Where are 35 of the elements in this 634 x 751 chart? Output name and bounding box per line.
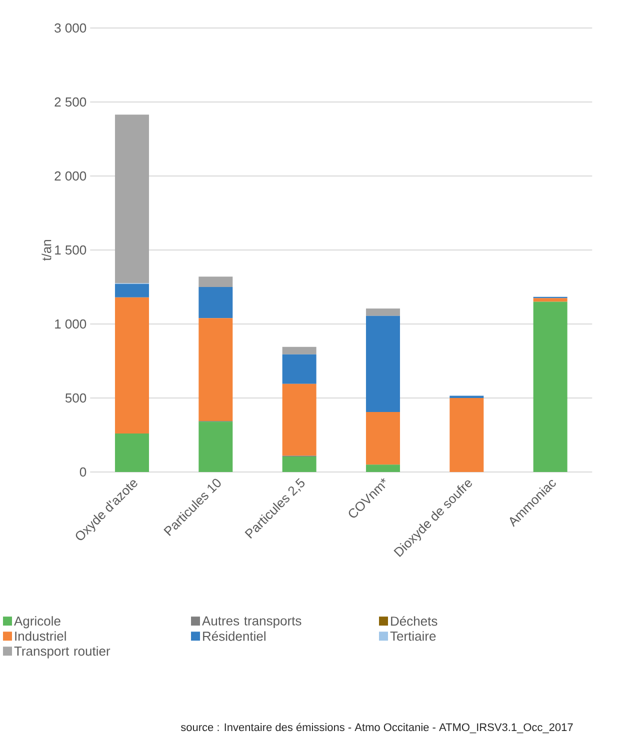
bar (282, 354, 316, 384)
y-tick-label: 0 (80, 467, 86, 477)
bar (450, 398, 484, 472)
bar (114, 114, 149, 284)
bar (366, 412, 400, 465)
bar (366, 316, 400, 412)
legend-label: Industriel (15, 631, 66, 641)
legend-label: Transport routier (14, 646, 110, 658)
y-tick-label: 3 000 (54, 23, 86, 33)
y-axis-title: t/an (42, 240, 52, 261)
bar (198, 276, 233, 287)
bar (282, 346, 316, 354)
bar (114, 297, 149, 434)
bar (198, 286, 233, 318)
bar (114, 284, 149, 298)
legend-label: Résidentiel (203, 631, 266, 641)
legend-label: Déchets (391, 616, 438, 626)
y-tick-label: 2 000 (54, 171, 86, 181)
source-note: source : Inventaire des émissions - Atmo Occitanie - ATMO_IRSV3.1_Occ_2017 (180, 722, 573, 734)
y-tick-label: 1 000 (55, 319, 86, 329)
bar (282, 384, 316, 456)
legend-label: Agricole (14, 616, 60, 628)
bar (198, 422, 233, 472)
bar (282, 456, 316, 472)
bar (533, 302, 568, 472)
bar (114, 434, 149, 472)
legend-label: Tertiaire (390, 631, 436, 641)
bar (366, 308, 400, 316)
y-tick-label: 500 (65, 393, 86, 403)
bar (533, 298, 568, 302)
y-tick-label: 2 500 (54, 97, 86, 107)
bar (366, 464, 400, 472)
bar (198, 318, 233, 421)
y-tick-label: 1 500 (55, 245, 86, 255)
legend-label: Autres transports (202, 616, 302, 628)
